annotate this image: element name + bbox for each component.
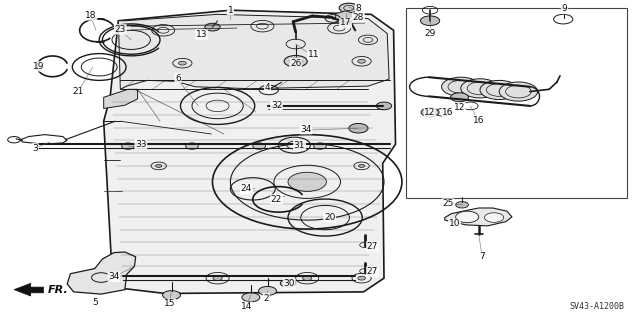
Circle shape [358, 164, 365, 167]
Text: 9: 9 [562, 4, 567, 13]
Text: 28: 28 [353, 13, 364, 22]
Circle shape [499, 82, 538, 101]
Polygon shape [118, 14, 389, 89]
Text: 5: 5 [92, 298, 97, 307]
Text: 31: 31 [294, 141, 305, 150]
Circle shape [349, 123, 368, 133]
Polygon shape [67, 252, 136, 294]
Text: 7: 7 [479, 252, 484, 261]
Text: 20: 20 [324, 213, 335, 222]
Polygon shape [445, 208, 512, 226]
Polygon shape [14, 283, 44, 296]
Text: 26: 26 [290, 59, 301, 68]
Circle shape [456, 211, 479, 223]
Text: 12: 12 [454, 103, 465, 112]
Text: 24: 24 [241, 184, 252, 193]
Text: SV43-A1200B: SV43-A1200B [569, 302, 624, 311]
Circle shape [484, 213, 504, 222]
Text: 12: 12 [424, 108, 436, 117]
Text: 10: 10 [449, 219, 460, 228]
Text: 27: 27 [367, 267, 378, 276]
Circle shape [339, 3, 358, 13]
Text: 34: 34 [300, 125, 312, 134]
Text: 1: 1 [228, 6, 233, 15]
Text: 27: 27 [367, 242, 378, 251]
Circle shape [421, 108, 439, 117]
Polygon shape [335, 11, 356, 22]
Circle shape [451, 93, 468, 102]
Circle shape [303, 276, 312, 280]
Circle shape [480, 80, 518, 100]
Text: 11: 11 [308, 50, 319, 59]
Text: 34: 34 [108, 272, 120, 281]
Text: 15: 15 [164, 299, 175, 308]
Circle shape [163, 291, 180, 300]
Text: 19: 19 [33, 62, 44, 71]
Circle shape [205, 23, 220, 31]
Text: 4: 4 [265, 83, 270, 92]
Circle shape [358, 59, 365, 63]
Text: 22: 22 [271, 195, 282, 204]
Bar [406, 8, 627, 198]
Circle shape [288, 172, 326, 191]
Circle shape [461, 79, 499, 98]
Circle shape [442, 77, 480, 96]
Text: 32: 32 [271, 101, 282, 110]
Text: 6: 6 [175, 74, 180, 83]
Text: 3: 3 [33, 144, 38, 153]
Circle shape [213, 276, 222, 280]
Circle shape [376, 102, 392, 110]
Text: 2: 2 [264, 294, 269, 303]
Text: 16: 16 [442, 108, 454, 117]
Text: FR.: FR. [48, 285, 68, 295]
Circle shape [242, 293, 260, 302]
Text: 29: 29 [424, 29, 436, 38]
Circle shape [253, 143, 266, 149]
Circle shape [186, 143, 198, 149]
Circle shape [314, 143, 326, 149]
Circle shape [358, 276, 365, 280]
Circle shape [280, 279, 296, 287]
Circle shape [456, 202, 468, 208]
Text: 13: 13 [196, 30, 207, 39]
Text: 30: 30 [284, 279, 295, 288]
Circle shape [179, 61, 186, 65]
Text: 21: 21 [72, 87, 84, 96]
Circle shape [420, 16, 440, 26]
Polygon shape [104, 10, 396, 293]
Text: 17: 17 [340, 19, 351, 27]
Text: 8: 8 [356, 4, 361, 13]
Circle shape [156, 164, 162, 167]
Text: 18: 18 [85, 11, 97, 20]
Circle shape [259, 286, 276, 295]
Text: 33: 33 [135, 140, 147, 149]
Text: 14: 14 [241, 302, 252, 311]
Text: 16: 16 [473, 116, 484, 125]
Text: 23: 23 [115, 25, 126, 34]
Circle shape [122, 143, 134, 149]
Circle shape [284, 56, 307, 67]
Polygon shape [104, 89, 138, 108]
Text: 25: 25 [442, 199, 454, 208]
